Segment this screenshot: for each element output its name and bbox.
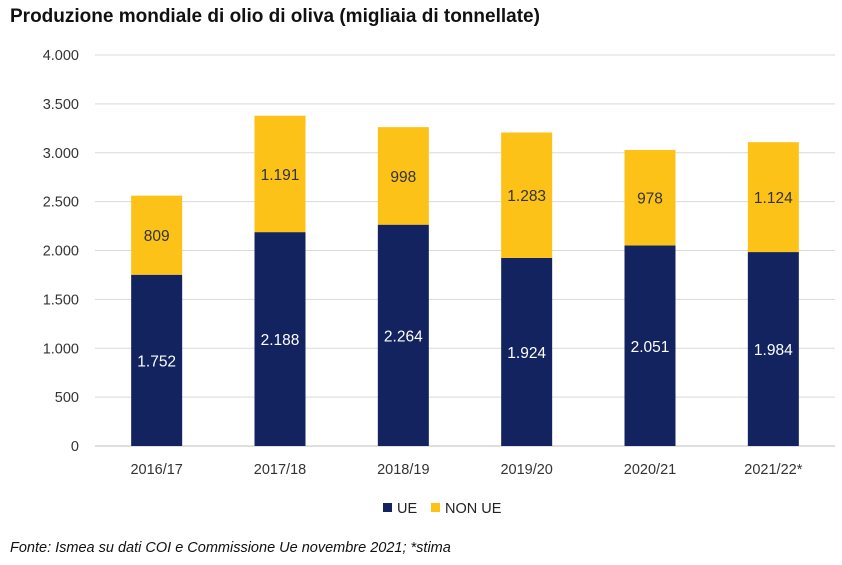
y-tick-label: 4.000 bbox=[43, 48, 79, 64]
data-label-non-ue: 809 bbox=[144, 228, 170, 245]
x-tick-label: 2017/18 bbox=[254, 462, 306, 478]
y-tick-label: 1.000 bbox=[43, 341, 79, 357]
chart-title: Produzione mondiale di olio di oliva (mi… bbox=[10, 6, 540, 27]
source-note: Fonte: Ismea su dati COI e Commissione U… bbox=[10, 540, 451, 556]
legend-swatch-non-ue bbox=[431, 503, 440, 512]
bar-non-ue bbox=[747, 142, 799, 253]
data-label-ue: 2.264 bbox=[384, 328, 423, 345]
legend: UE NON UE bbox=[383, 501, 502, 517]
bar-ue bbox=[501, 257, 553, 446]
bar-non-ue bbox=[501, 132, 553, 258]
bar-ue bbox=[254, 232, 306, 446]
legend-label-non-ue: NON UE bbox=[445, 501, 502, 517]
gridlines bbox=[95, 54, 835, 447]
y-tick-label: 3.000 bbox=[43, 146, 79, 162]
y-tick-label: 2.500 bbox=[43, 195, 79, 211]
y-tick-label: 500 bbox=[55, 390, 79, 406]
bar-non-ue bbox=[624, 149, 676, 246]
y-tick-label: 3.500 bbox=[43, 97, 79, 113]
stacked-bar-chart: 05001.0001.5002.0002.5003.0003.5004.000 … bbox=[43, 48, 835, 517]
data-label-ue: 2.051 bbox=[631, 339, 670, 356]
x-tick-label: 2021/22* bbox=[744, 462, 802, 478]
x-tick-label: 2018/19 bbox=[377, 462, 429, 478]
bar-non-ue bbox=[254, 115, 306, 233]
data-label-ue: 1.984 bbox=[754, 342, 793, 359]
data-label-ue: 2.188 bbox=[261, 332, 300, 349]
data-label-ue: 1.752 bbox=[137, 353, 176, 370]
bars: 1.752 809 2.188 1.191 2.264 998 1.924 1.283 2.05… bbox=[131, 115, 799, 446]
data-label-non-ue: 998 bbox=[390, 169, 416, 186]
bar-ue bbox=[624, 245, 676, 446]
y-tick-label: 0 bbox=[71, 439, 79, 455]
data-label-non-ue: 1.191 bbox=[261, 167, 300, 184]
data-label-non-ue: 1.283 bbox=[507, 188, 546, 205]
x-tick-label: 2016/17 bbox=[130, 462, 182, 478]
y-tick-label: 2.000 bbox=[43, 244, 79, 260]
x-tick-label: 2020/21 bbox=[624, 462, 676, 478]
data-label-non-ue: 1.124 bbox=[754, 190, 793, 207]
bar-ue bbox=[747, 252, 799, 446]
x-tick-label: 2019/20 bbox=[500, 462, 552, 478]
bar-non-ue bbox=[131, 195, 183, 275]
data-label-non-ue: 978 bbox=[637, 191, 663, 208]
x-axis-ticks: 2016/17 2017/18 2018/19 2019/20 2020/21 2021/… bbox=[130, 462, 802, 478]
bar-ue bbox=[131, 274, 183, 446]
y-axis-ticks: 0 500 1.000 1.500 2.000 2.500 3.000 3.500 4.000 bbox=[43, 48, 79, 455]
bar-non-ue bbox=[377, 127, 429, 225]
y-tick-label: 1.500 bbox=[43, 292, 79, 308]
legend-swatch-ue bbox=[383, 503, 392, 512]
bar-ue bbox=[377, 224, 429, 446]
legend-label-ue: UE bbox=[397, 501, 417, 517]
data-label-ue: 1.924 bbox=[507, 345, 546, 362]
